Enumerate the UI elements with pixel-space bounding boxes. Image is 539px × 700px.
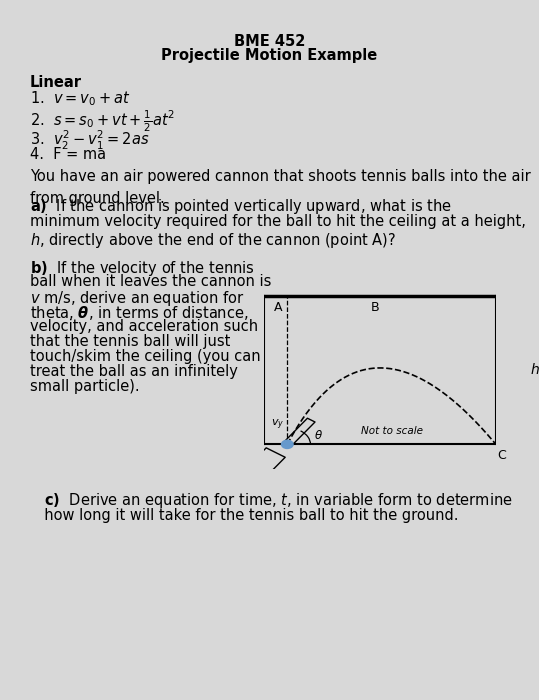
Text: $\theta$: $\theta$	[314, 429, 323, 442]
Text: Projectile Motion Example: Projectile Motion Example	[161, 48, 378, 62]
Text: 4.  F = ma: 4. F = ma	[30, 147, 106, 162]
Circle shape	[281, 440, 293, 449]
Text: C: C	[497, 449, 506, 462]
Text: $\bf{c)}$  Derive an equation for time, $t$, in variable form to determine: $\bf{c)}$ Derive an equation for time, $…	[35, 491, 513, 510]
Text: Linear: Linear	[30, 75, 81, 90]
Text: $v_y$: $v_y$	[271, 417, 285, 432]
Text: velocity, and acceleration such: velocity, and acceleration such	[30, 319, 258, 334]
Text: $h$, directly above the end of the cannon (point A)?: $h$, directly above the end of the canno…	[30, 231, 396, 250]
Text: B: B	[371, 302, 379, 314]
Text: h: h	[530, 363, 539, 377]
Text: that the tennis ball will just: that the tennis ball will just	[30, 335, 230, 349]
Text: You have an air powered cannon that shoots tennis balls into the air
from ground: You have an air powered cannon that shoo…	[30, 169, 530, 206]
Text: small particle).: small particle).	[30, 379, 139, 394]
Text: A: A	[274, 302, 282, 314]
Text: 3.  $v_2^2 - v_1^2 = 2as$: 3. $v_2^2 - v_1^2 = 2as$	[30, 129, 149, 152]
Text: $\bf{a)}$  If the cannon is pointed vertically upward, what is the: $\bf{a)}$ If the cannon is pointed verti…	[30, 197, 451, 216]
Text: how long it will take for the tennis ball to hit the ground.: how long it will take for the tennis bal…	[35, 508, 459, 523]
Text: BME 452: BME 452	[234, 34, 305, 48]
Text: 1.  $v = v_0 + at$: 1. $v = v_0 + at$	[30, 90, 130, 108]
Text: treat the ball as an infinitely: treat the ball as an infinitely	[30, 364, 238, 379]
Text: Not to scale: Not to scale	[361, 426, 423, 436]
Text: 2.  $s = s_0 + vt + \frac{1}{2}at^2$: 2. $s = s_0 + vt + \frac{1}{2}at^2$	[30, 108, 175, 134]
Text: $\bf{b)}$  If the velocity of the tennis: $\bf{b)}$ If the velocity of the tennis	[30, 259, 254, 278]
Text: ball when it leaves the cannon is: ball when it leaves the cannon is	[30, 274, 271, 289]
Text: theta, $\boldsymbol{\theta}$, in terms of distance,: theta, $\boldsymbol{\theta}$, in terms o…	[30, 304, 248, 322]
Text: $v$ m/s, derive an equation for: $v$ m/s, derive an equation for	[30, 289, 244, 308]
Text: minimum velocity required for the ball to hit the ceiling at a height,: minimum velocity required for the ball t…	[30, 214, 526, 229]
Text: touch/skim the ceiling (you can: touch/skim the ceiling (you can	[30, 349, 260, 364]
